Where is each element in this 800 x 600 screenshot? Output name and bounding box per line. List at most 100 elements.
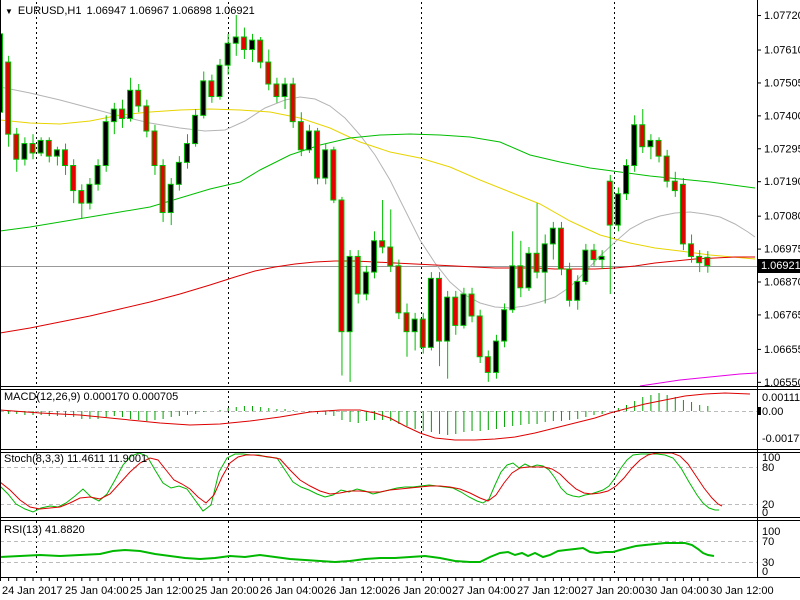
ma-gray-line — [0, 86, 756, 309]
candle-body — [533, 252, 540, 273]
price-axis-label: 1.07080 — [764, 211, 800, 223]
chart-title: ▼ EURUSD,H1 1.06947 1.06967 1.06898 1.06… — [5, 5, 255, 17]
candle-body — [362, 271, 369, 295]
candle-body — [590, 249, 597, 261]
candle-body — [614, 193, 621, 226]
macd-signal-line — [0, 392, 751, 441]
candle-body — [436, 277, 443, 342]
candle-body — [257, 39, 264, 63]
candle-body — [94, 165, 101, 185]
candle-body — [110, 108, 117, 123]
candle-body — [37, 139, 44, 154]
time-axis-label: 25 Jan 20:00 — [195, 585, 259, 597]
stochastic-indicator-label: Stoch(8,3,3) 11.4611 11.9001 — [4, 453, 148, 465]
candle-body — [460, 293, 467, 326]
symbol-dropdown-icon[interactable]: ▼ — [5, 6, 13, 16]
candle-body — [411, 318, 418, 333]
time-axis-label: 27 Jan 20:00 — [581, 585, 645, 597]
time-axis-label: 26 Jan 20:00 — [388, 585, 452, 597]
candle-body — [379, 240, 386, 248]
ma-green-line — [0, 133, 756, 232]
ma-red-line — [0, 256, 755, 334]
rsi-axis-label: 0 — [762, 566, 768, 578]
candle-body — [45, 139, 52, 157]
candle-body — [281, 83, 288, 98]
candle-body — [557, 227, 564, 270]
candle-body — [53, 149, 60, 157]
candle-body — [224, 42, 231, 66]
candle-body — [517, 265, 524, 289]
macd-axis-label: -0.001772 — [762, 433, 800, 445]
candle-body — [566, 268, 573, 301]
time-axis-label: 30 Jan 12:00 — [710, 585, 774, 597]
candle-body — [289, 83, 296, 123]
candle-body — [387, 246, 394, 267]
candle-body — [159, 165, 166, 214]
candle-body — [452, 296, 459, 326]
candle-body — [444, 296, 451, 342]
candle-body — [606, 180, 613, 226]
candle-body — [492, 340, 499, 373]
candle-body — [127, 89, 134, 119]
candle-body — [249, 39, 256, 51]
candle-body — [216, 64, 223, 98]
candle-body — [419, 318, 426, 348]
title-ohlc-values: 1.06947 1.06967 1.06898 1.06921 — [86, 5, 255, 17]
price-axis-label: 1.06765 — [764, 309, 800, 321]
candle-body — [240, 36, 247, 51]
macd-axis-label: 0.00 — [762, 406, 783, 418]
candle-body — [468, 293, 475, 317]
candle-body — [78, 190, 85, 204]
candle-body — [671, 180, 678, 192]
price-axis-label: 1.07295 — [764, 143, 800, 155]
macd-zero-marker — [757, 407, 761, 415]
candle-body — [135, 89, 142, 107]
candle-body — [192, 114, 199, 145]
price-axis-label: 1.06975 — [764, 244, 800, 256]
candle-body — [265, 61, 272, 85]
candle-body — [541, 243, 548, 273]
candle-body — [647, 139, 654, 148]
candle-body — [639, 124, 646, 148]
candle-body — [183, 143, 190, 163]
candle-body — [574, 281, 581, 301]
candle-body — [623, 165, 630, 195]
ma-magenta-line — [639, 372, 758, 387]
candle-body — [143, 105, 150, 132]
time-axis-label: 25 Jan 04:00 — [65, 585, 129, 597]
candle-body — [62, 149, 69, 167]
time-axis-label: 30 Jan 04:00 — [645, 585, 709, 597]
candle-body — [314, 130, 321, 179]
candle-body — [21, 143, 28, 160]
candle-body — [346, 255, 353, 333]
candle-body — [175, 161, 182, 185]
candle-body — [598, 255, 605, 261]
ma-yellow-line — [0, 108, 756, 260]
candle-body — [322, 149, 329, 179]
rsi-axis-label: 100 — [762, 526, 780, 538]
candle-body — [631, 124, 638, 167]
candle-body — [663, 155, 670, 182]
macd-axis-label: 0.001113 — [762, 392, 800, 404]
candle-body — [549, 227, 556, 245]
candle-body — [0, 33, 3, 113]
candle-body — [102, 121, 109, 167]
candle-body — [297, 121, 304, 151]
candle-body — [704, 256, 711, 267]
price-axis-label: 1.07400 — [764, 110, 800, 122]
candle-body — [688, 243, 695, 257]
candle-body — [427, 277, 434, 348]
symbol-period-label: EURUSD,H1 — [17, 5, 82, 17]
price-axis-label: 1.06550 — [764, 377, 800, 389]
candle-body — [13, 133, 20, 160]
candle-body — [509, 265, 516, 311]
candle-body — [151, 130, 158, 167]
candle-body — [29, 143, 36, 154]
candle-body — [305, 130, 312, 151]
macd-indicator-label: MACD(12,26,9) 0.000170 0.000705 — [4, 391, 179, 403]
candle-body — [200, 80, 207, 116]
rsi-axis-label: 70 — [762, 536, 774, 548]
stoch-axis-label: 100 — [762, 452, 780, 464]
